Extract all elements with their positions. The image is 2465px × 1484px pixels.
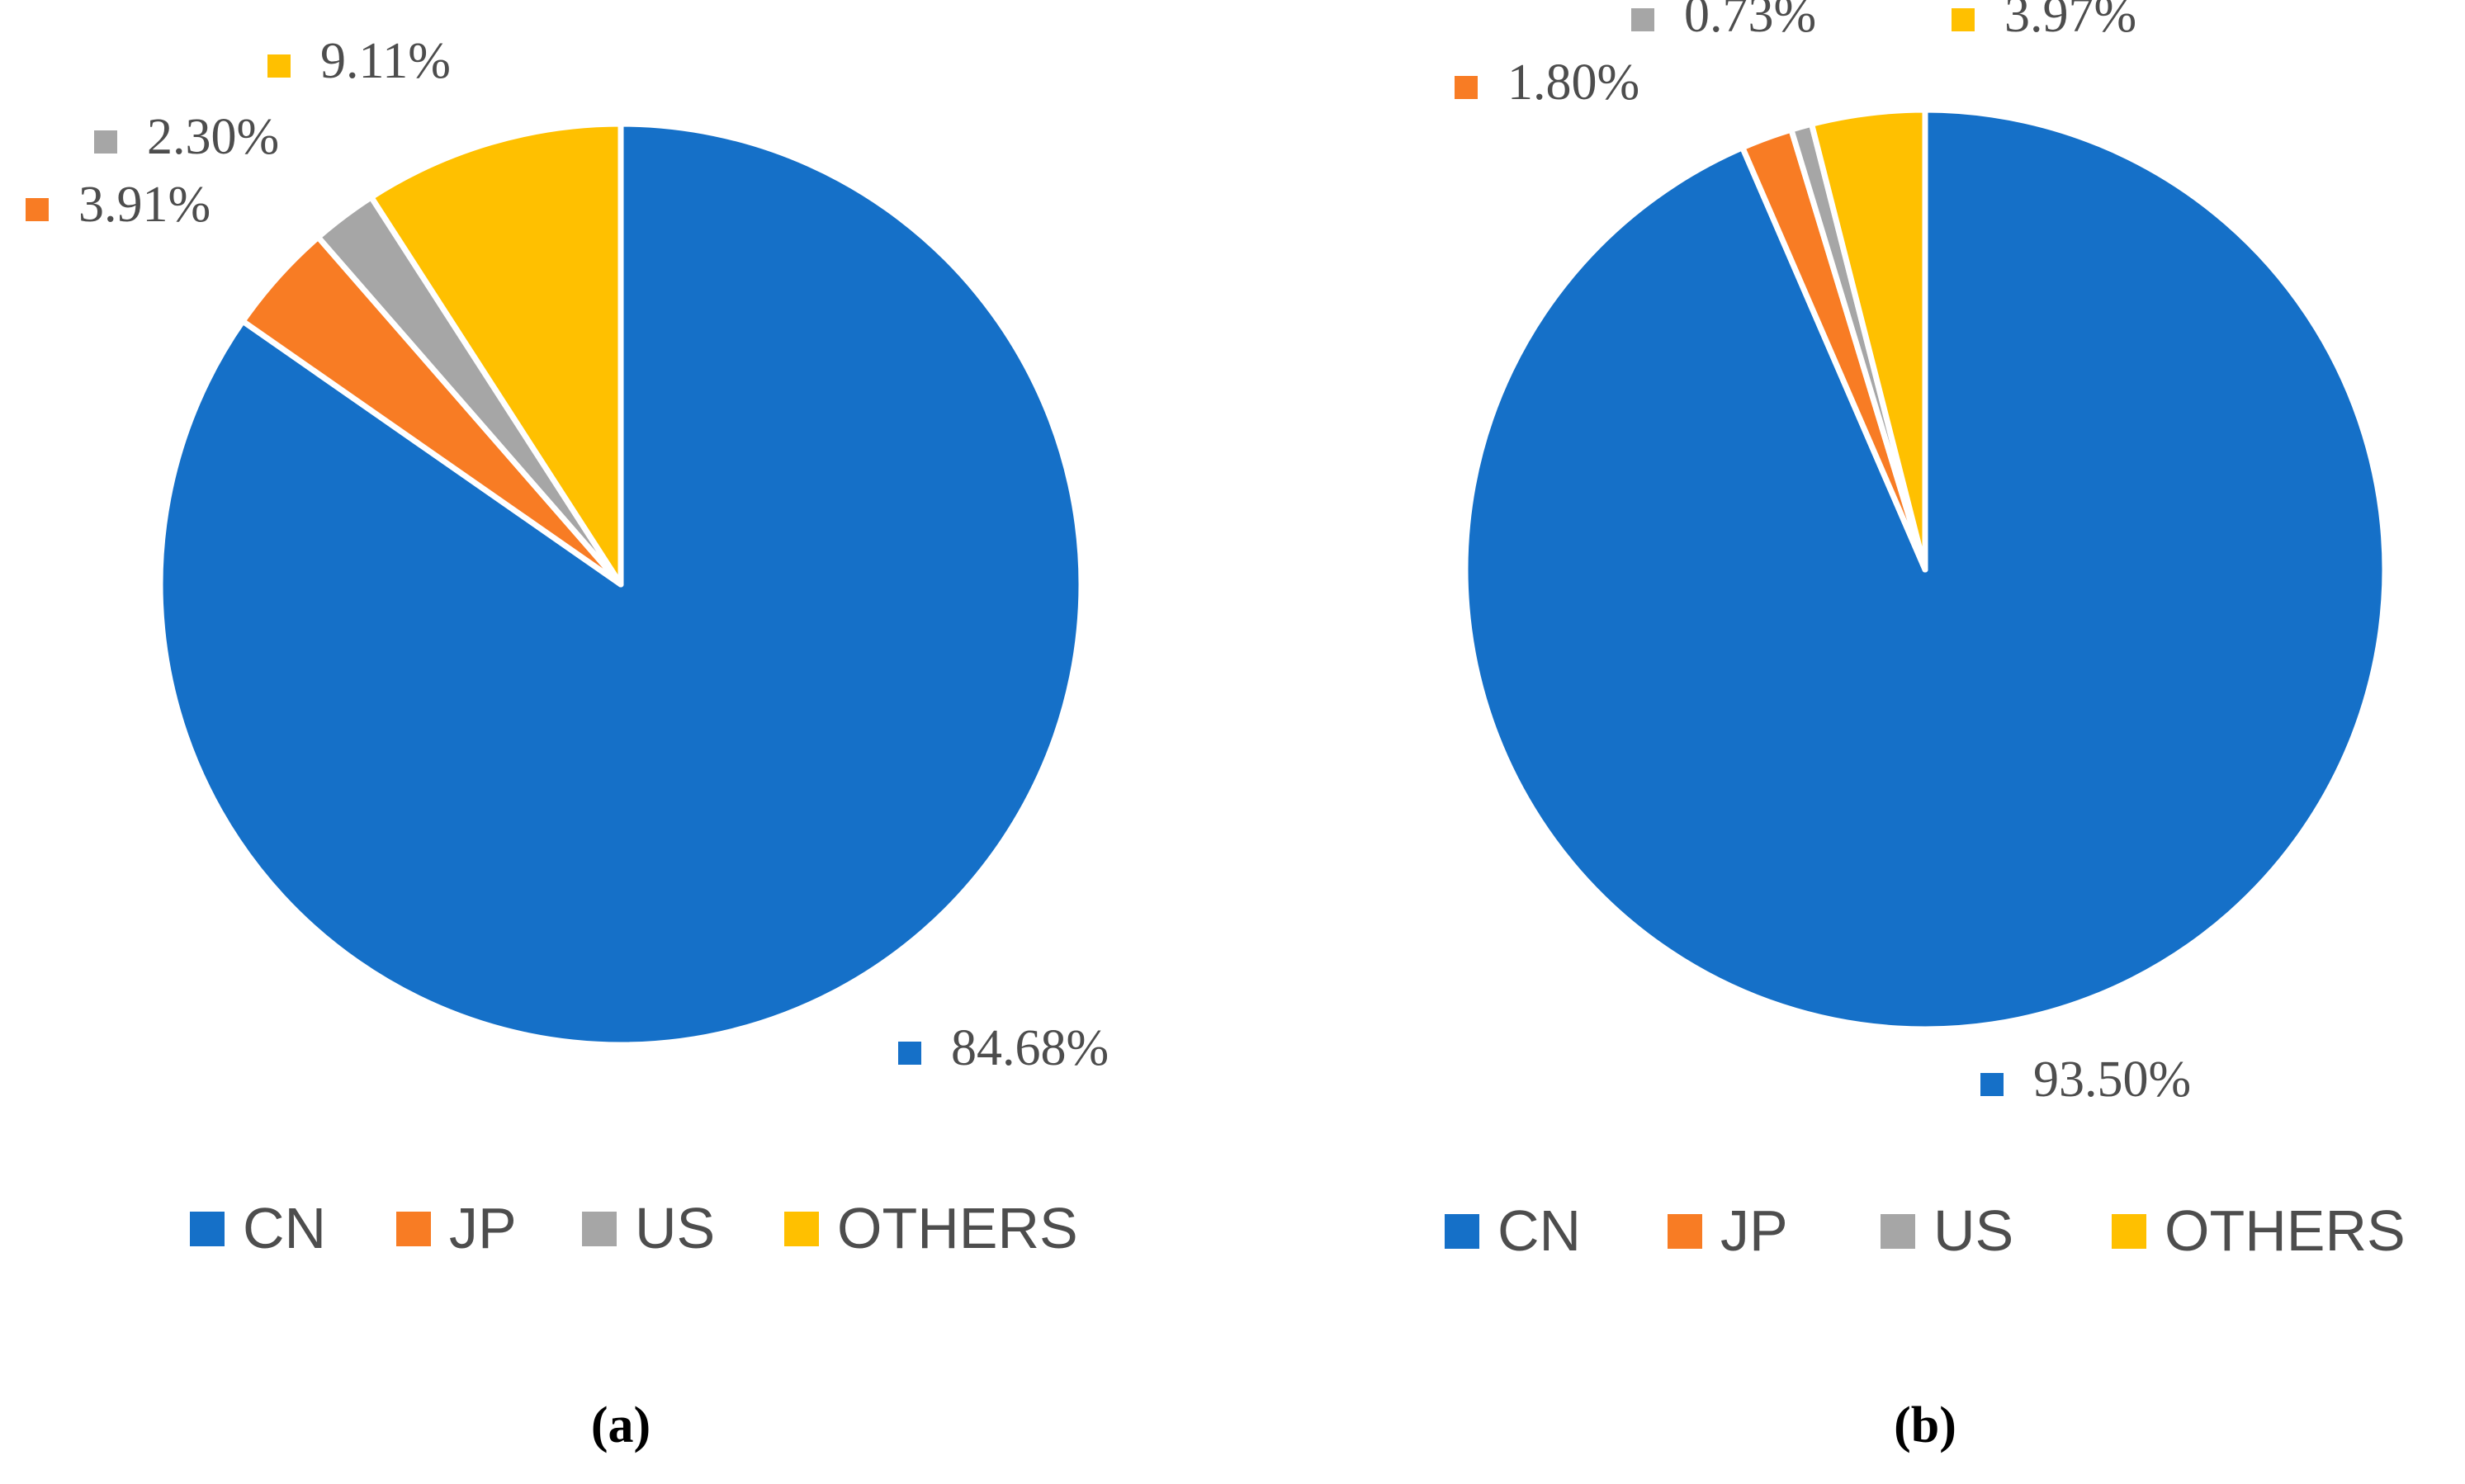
legend-item-us: US xyxy=(1881,1198,2013,1263)
legend-item-us: US xyxy=(582,1196,715,1260)
legend-swatch-jp xyxy=(396,1212,431,1246)
data-label-us: 2.30% xyxy=(94,109,279,165)
legend-item-jp: JP xyxy=(396,1196,517,1260)
data-label-text-cn: 84.68% xyxy=(951,1020,1109,1076)
data-label-others: 3.97% xyxy=(1952,0,2136,43)
data-label-marker-cn xyxy=(1980,1073,2004,1096)
legend-item-others: OTHERS xyxy=(2112,1198,2406,1263)
legend-label-others: OTHERS xyxy=(2165,1198,2406,1263)
legend-swatch-cn xyxy=(190,1212,225,1246)
legend-item-others: OTHERS xyxy=(784,1196,1078,1260)
data-label-text-others: 9.11% xyxy=(320,33,451,89)
data-label-text-jp: 3.91% xyxy=(78,177,211,233)
data-label-text-us: 0.73% xyxy=(1684,0,1816,43)
legend-item-jp: JP xyxy=(1668,1198,1788,1263)
legend-swatch-us xyxy=(582,1212,617,1246)
data-label-cn: 84.68% xyxy=(898,1020,1109,1076)
data-label-others: 9.11% xyxy=(267,33,451,89)
legend-swatch-us xyxy=(1881,1214,1915,1249)
data-label-us: 0.73% xyxy=(1631,0,1816,43)
legend-label-jp: JP xyxy=(449,1196,517,1260)
chart-caption: (b) xyxy=(1894,1397,1956,1453)
legend-label-cn: CN xyxy=(243,1196,326,1260)
data-label-marker-cn xyxy=(898,1042,921,1065)
legend-label-jp: JP xyxy=(1720,1198,1788,1263)
legend-item-cn: CN xyxy=(190,1196,326,1260)
legend-swatch-others xyxy=(2112,1214,2146,1249)
data-label-marker-others xyxy=(1952,8,1975,31)
data-label-jp: 1.80% xyxy=(1455,54,1639,111)
legend-swatch-cn xyxy=(1445,1214,1479,1249)
legend-label-us: US xyxy=(635,1196,715,1260)
legend-swatch-others xyxy=(784,1212,819,1246)
data-label-text-jp: 1.80% xyxy=(1507,54,1639,111)
chart-caption: (a) xyxy=(591,1397,651,1453)
legend-item-cn: CN xyxy=(1445,1198,1581,1263)
pie-slice-others xyxy=(368,121,624,588)
legend: CN JP US OTHERS xyxy=(1445,1198,2406,1263)
legend-label-cn: CN xyxy=(1497,1198,1581,1263)
data-label-marker-us xyxy=(1631,8,1654,31)
legend: CN JP US OTHERS xyxy=(190,1196,1078,1260)
data-label-text-cn: 93.50% xyxy=(2033,1052,2191,1108)
data-label-text-us: 2.30% xyxy=(147,109,279,165)
legend-label-others: OTHERS xyxy=(837,1196,1078,1260)
data-label-cn: 93.50% xyxy=(1980,1052,2191,1108)
legend-swatch-jp xyxy=(1668,1214,1702,1249)
data-label-marker-jp xyxy=(26,198,49,221)
data-label-jp: 3.91% xyxy=(26,177,211,233)
pie-slice-others xyxy=(1809,106,1928,573)
data-label-marker-jp xyxy=(1455,76,1478,99)
data-label-marker-others xyxy=(267,54,291,78)
data-label-text-others: 3.97% xyxy=(2004,0,2136,43)
pie-chart-b: 93.50% 1.80% 0.73% 3.97% CN JP US OTHERS (b) xyxy=(1445,0,2406,1453)
pie-chart-a: 84.68% 3.91% 2.30% 9.11% CN JP US OTHERS (a) xyxy=(26,33,1109,1453)
data-label-marker-us xyxy=(94,130,117,154)
legend-label-us: US xyxy=(1933,1198,2013,1263)
